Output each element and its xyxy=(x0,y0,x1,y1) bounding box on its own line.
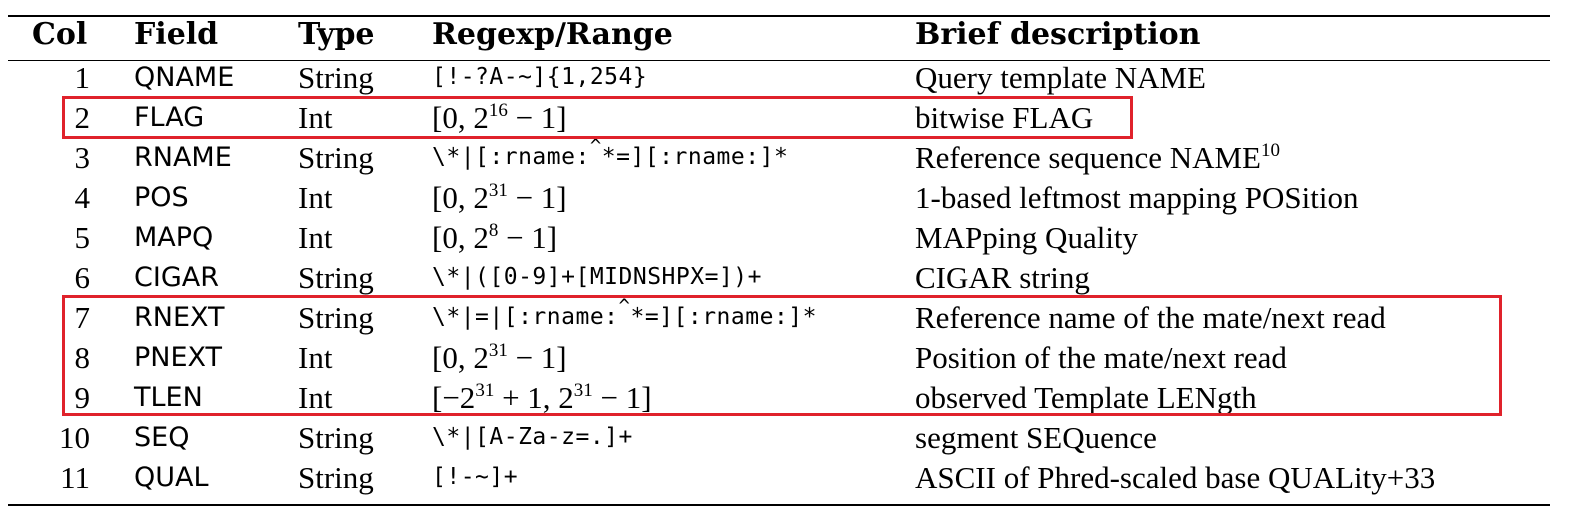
row-3-description: Reference sequence NAME10 xyxy=(915,140,1280,175)
row-9-field: TLEN xyxy=(134,382,203,413)
row-1-description: Query template NAME xyxy=(915,60,1206,95)
row-2-type: Int xyxy=(298,100,333,135)
row-11-type: String xyxy=(298,460,374,495)
row-4-type: Int xyxy=(298,180,333,215)
row-11-col: 11 xyxy=(60,460,90,495)
row-4-col: 4 xyxy=(74,180,91,215)
row-8-type: Int xyxy=(298,340,333,375)
row-2-field: FLAG xyxy=(134,102,205,133)
row-7-regexp: \*|=|[:rname:^*=][:rname:]* xyxy=(432,295,817,330)
row-10-col: 10 xyxy=(59,420,90,455)
row-10-field: SEQ xyxy=(134,422,190,453)
header-type: Type xyxy=(298,17,375,52)
row-11-regexp: [!-~]+ xyxy=(432,464,519,490)
row-7-field: RNEXT xyxy=(134,302,225,333)
row-9-description: observed Template LENgth xyxy=(915,380,1257,415)
row-5-type: Int xyxy=(298,220,333,255)
row-7-description: Reference name of the mate/next read xyxy=(915,300,1386,335)
row-10-description: segment SEQuence xyxy=(915,420,1157,455)
row-1-col: 1 xyxy=(74,60,91,95)
highlight-box-flag-row xyxy=(62,96,1133,139)
row-7-col: 7 xyxy=(74,300,91,335)
row-3-regexp: \*|[:rname:^*=][:rname:]* xyxy=(432,135,789,170)
header-field: Field xyxy=(134,17,219,52)
row-10-regexp: \*|[A-Za-z=.]+ xyxy=(432,424,633,450)
row-11-field: QUAL xyxy=(134,462,209,493)
row-5-col: 5 xyxy=(74,220,91,255)
row-9-col: 9 xyxy=(74,380,91,415)
footnote-marker: 10 xyxy=(1261,140,1280,161)
row-6-col: 6 xyxy=(74,260,91,295)
row-4-field: POS xyxy=(134,182,189,213)
row-3-field: RNAME xyxy=(134,142,232,173)
row-2-description: bitwise FLAG xyxy=(915,100,1094,135)
highlight-box-mate-rows xyxy=(62,295,1502,416)
row-11-description: ASCII of Phred-scaled base QUALity+33 xyxy=(915,460,1436,495)
row-2-col: 2 xyxy=(74,100,91,135)
table-top-rule xyxy=(8,15,1550,17)
row-6-regexp: \*|([0-9]+[MIDNSHPX=])+ xyxy=(432,264,762,290)
row-8-description: Position of the mate/next read xyxy=(915,340,1287,375)
header-col: Col xyxy=(32,17,88,52)
row-3-col: 3 xyxy=(74,140,91,175)
row-9-type: Int xyxy=(298,380,333,415)
row-6-field: CIGAR xyxy=(134,262,219,293)
row-6-type: String xyxy=(298,260,374,295)
row-8-range: [0, 231 − 1] xyxy=(432,340,567,375)
row-1-field: QNAME xyxy=(134,62,235,93)
row-1-regexp: [!-?A-~]{1,254} xyxy=(432,64,648,90)
table-header-rule xyxy=(8,60,1550,61)
row-3-type: String xyxy=(298,140,374,175)
row-9-range: [−231 + 1, 231 − 1] xyxy=(432,380,652,415)
row-5-range: [0, 28 − 1] xyxy=(432,220,558,255)
row-1-type: String xyxy=(298,60,374,95)
table-bottom-rule xyxy=(8,504,1550,506)
row-10-type: String xyxy=(298,420,374,455)
row-7-type: String xyxy=(298,300,374,335)
header-description: Brief description xyxy=(915,17,1201,52)
row-6-description: CIGAR string xyxy=(915,260,1090,295)
row-8-col: 8 xyxy=(74,340,91,375)
row-4-range: [0, 231 − 1] xyxy=(432,180,567,215)
row-5-description: MAPping Quality xyxy=(915,220,1139,255)
row-8-field: PNEXT xyxy=(134,342,223,373)
row-4-description: 1-based leftmost mapping POSition xyxy=(915,180,1359,215)
row-2-range: [0, 216 − 1] xyxy=(432,100,567,135)
row-5-field: MAPQ xyxy=(134,222,214,253)
header-regexp: Regexp/Range xyxy=(432,17,673,52)
